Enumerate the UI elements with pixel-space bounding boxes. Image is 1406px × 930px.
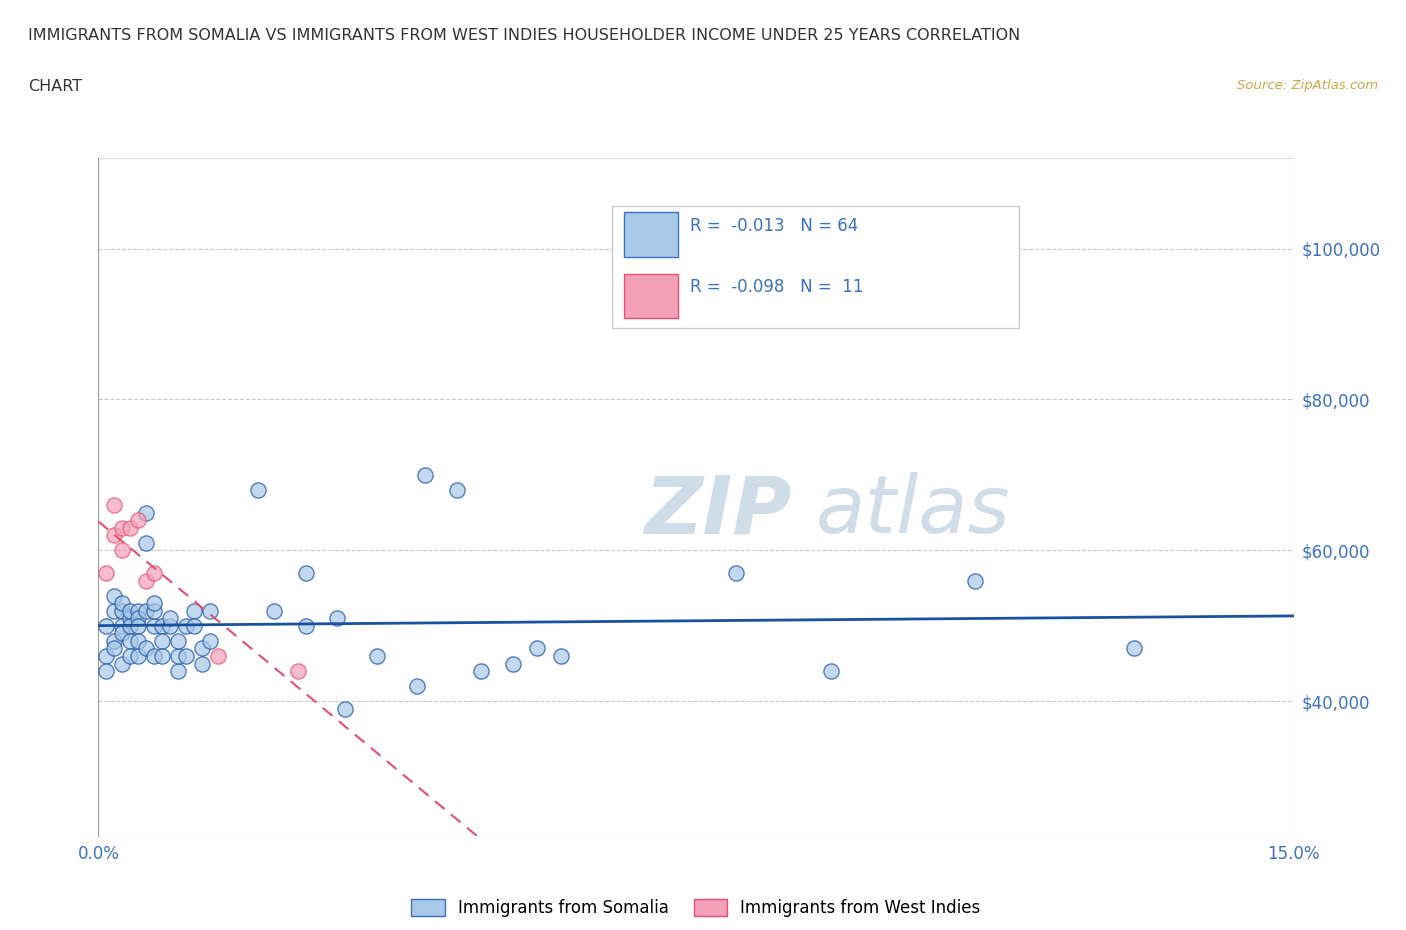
Point [120,520,142,535]
Point [111,520,134,535]
Point [120,611,142,626]
Point [366,648,388,663]
Text: CHART: CHART [28,79,82,94]
Text: atlas: atlas [815,472,1011,551]
Point [174,618,197,633]
Point [167,648,190,663]
Point [103,498,125,512]
Point [103,641,125,656]
Point [287,664,309,679]
Point [167,633,190,648]
Text: R =  -0.098   N =  11: R = -0.098 N = 11 [690,278,863,296]
Point [111,618,134,633]
Point [135,604,157,618]
Point [198,633,221,648]
Point [183,604,205,618]
Point [103,604,125,618]
Point [263,604,285,618]
Point [143,596,166,611]
Point [96,648,118,663]
Point [135,573,157,588]
Point [198,604,221,618]
Point [103,588,125,603]
Point [135,505,157,520]
FancyBboxPatch shape [624,212,678,257]
Point [111,596,134,611]
FancyBboxPatch shape [624,273,678,318]
Point [96,618,118,633]
Point [724,565,747,580]
Point [96,565,118,580]
Point [150,618,173,633]
Point [191,641,214,656]
Point [120,648,142,663]
Point [120,618,142,633]
Point [150,633,173,648]
Point [96,664,118,679]
Point [174,648,197,663]
Point [120,633,142,648]
Point [294,618,316,633]
Point [406,679,429,694]
Point [167,664,190,679]
Point [127,633,149,648]
Point [127,611,149,626]
Point [550,648,572,663]
Point [1123,641,1146,656]
Point [111,656,134,671]
Point [246,483,269,498]
Point [207,648,229,663]
Point [127,648,149,663]
Point [502,656,524,671]
Point [413,468,436,483]
Point [335,701,357,716]
Point [159,611,181,626]
Point [191,656,214,671]
Point [111,626,134,641]
Point [127,604,149,618]
Point [120,604,142,618]
Legend: Immigrants from Somalia, Immigrants from West Indies: Immigrants from Somalia, Immigrants from… [411,898,981,917]
Point [326,611,349,626]
Point [446,483,468,498]
Point [143,604,166,618]
Point [294,565,316,580]
Point [470,664,492,679]
Point [963,573,986,588]
Text: IMMIGRANTS FROM SOMALIA VS IMMIGRANTS FROM WEST INDIES HOUSEHOLDER INCOME UNDER : IMMIGRANTS FROM SOMALIA VS IMMIGRANTS FR… [28,28,1021,43]
Point [159,618,181,633]
Point [111,604,134,618]
Text: R =  -0.013   N = 64: R = -0.013 N = 64 [690,217,858,235]
Point [135,536,157,551]
Point [103,528,125,543]
Text: Source: ZipAtlas.com: Source: ZipAtlas.com [1237,79,1378,92]
Text: ZIP: ZIP [644,472,792,551]
Point [127,618,149,633]
Point [103,633,125,648]
Point [526,641,548,656]
Point [150,648,173,663]
Point [143,618,166,633]
Point [143,648,166,663]
FancyBboxPatch shape [613,206,1018,328]
Point [143,565,166,580]
Point [111,543,134,558]
Point [820,664,842,679]
Point [127,512,149,527]
Point [183,618,205,633]
Point [135,641,157,656]
